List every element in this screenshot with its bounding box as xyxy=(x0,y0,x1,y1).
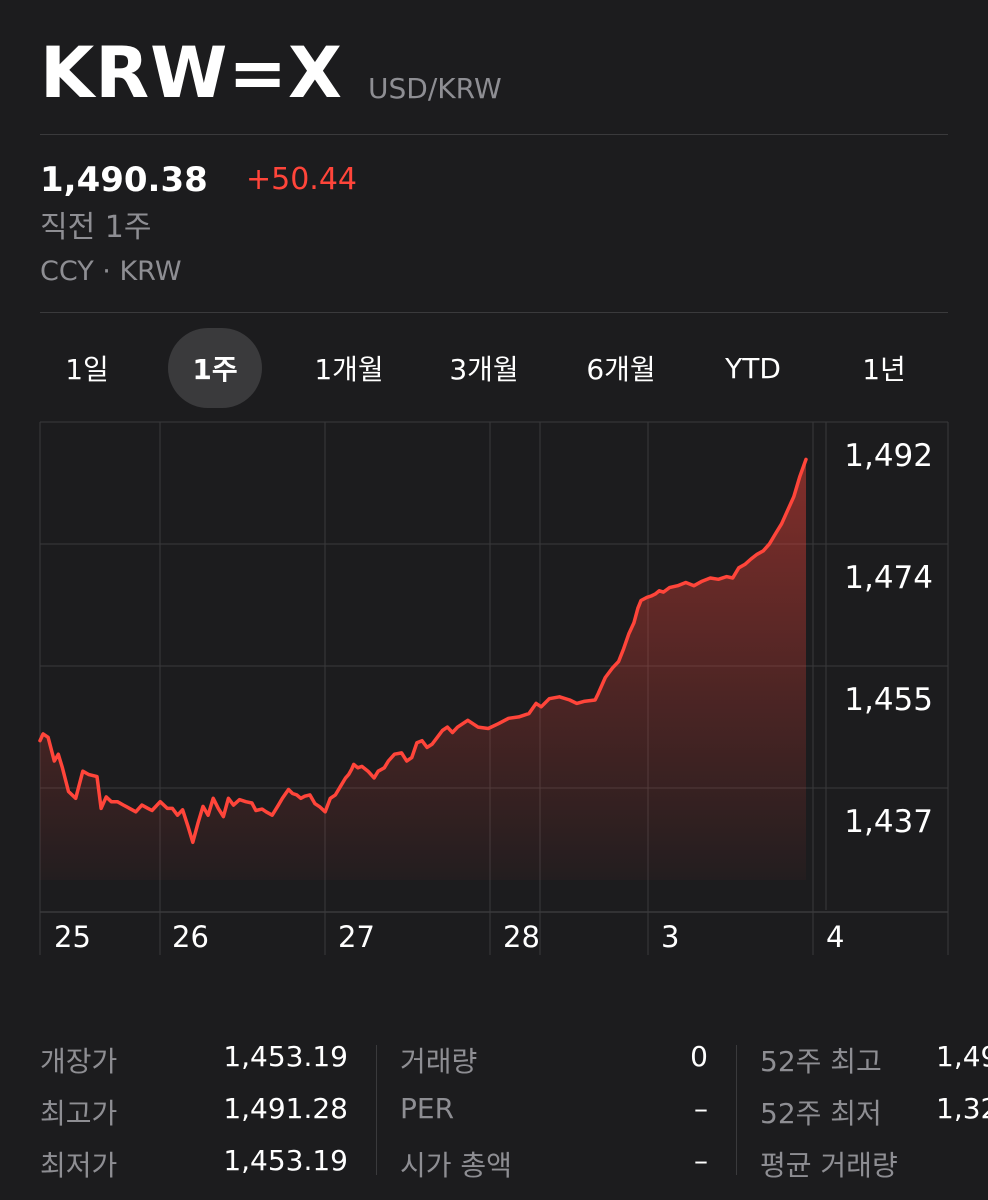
header-divider xyxy=(40,134,948,135)
stat-52w-high-label: 52주 최고 xyxy=(760,1045,882,1078)
stat-open-value: 1,453.19 xyxy=(223,1040,348,1073)
y-tick-label: 1,437 xyxy=(844,804,933,840)
stat-per-label: PER xyxy=(400,1092,455,1125)
stat-volume-label: 거래량 xyxy=(400,1045,478,1078)
x-tick-label: 25 xyxy=(54,920,91,954)
x-tick-label: 27 xyxy=(338,920,375,954)
stat-marketcap-value: – xyxy=(694,1144,708,1177)
stat-per-value: – xyxy=(694,1092,708,1125)
stat-open-label: 개장가 xyxy=(40,1045,118,1078)
exchange-label: CCY · KRW xyxy=(40,256,182,287)
x-tick-label: 28 xyxy=(503,920,540,954)
x-tick-label: 26 xyxy=(172,920,209,954)
tab-1d[interactable]: 1일 xyxy=(65,353,109,386)
x-tick-label: 3 xyxy=(661,920,679,954)
stat-high-label: 최고가 xyxy=(40,1097,118,1130)
stat-avg-volume-label: 평균 거래량 xyxy=(760,1149,898,1182)
price-change: +50.44 xyxy=(246,162,358,197)
chart-grid xyxy=(39,421,949,955)
y-tick-label: 1,492 xyxy=(844,438,933,474)
tab-1m[interactable]: 1개월 xyxy=(314,353,384,386)
price-line xyxy=(38,457,808,845)
stat-high-value: 1,491.28 xyxy=(223,1092,348,1125)
tab-ytd[interactable]: YTD xyxy=(725,351,781,385)
tab-6m[interactable]: 6개월 xyxy=(586,353,656,386)
ticker-symbol: KRW=X xyxy=(40,32,343,114)
price-chart[interactable]: 1,492 1,474 1,455 1,437 25 26 27 28 3 4 xyxy=(0,420,988,960)
x-tick-label: 4 xyxy=(826,920,844,954)
stat-52w-high-value: 1,49 xyxy=(936,1040,988,1073)
change-period: 직전 1주 xyxy=(40,210,152,245)
stats-divider xyxy=(736,1045,737,1175)
quote-divider xyxy=(40,312,948,313)
tab-3m[interactable]: 3개월 xyxy=(449,353,519,386)
stat-low-label: 최저가 xyxy=(40,1149,118,1182)
stats-divider xyxy=(376,1045,377,1175)
stat-low-value: 1,453.19 xyxy=(223,1144,348,1177)
stat-marketcap-label: 시가 총액 xyxy=(400,1149,512,1182)
tab-1w[interactable]: 1주 xyxy=(168,328,262,408)
y-tick-label: 1,455 xyxy=(844,682,933,718)
y-tick-label: 1,474 xyxy=(844,560,933,596)
stat-52w-low-value: 1,32 xyxy=(936,1092,988,1125)
stat-52w-low-label: 52주 최저 xyxy=(760,1097,882,1130)
currency-pair: USD/KRW xyxy=(368,72,502,105)
stat-volume-value: 0 xyxy=(690,1040,708,1073)
price-area-fill xyxy=(40,459,806,880)
current-price: 1,490.38 xyxy=(40,160,208,200)
tab-1y[interactable]: 1년 xyxy=(862,353,906,386)
